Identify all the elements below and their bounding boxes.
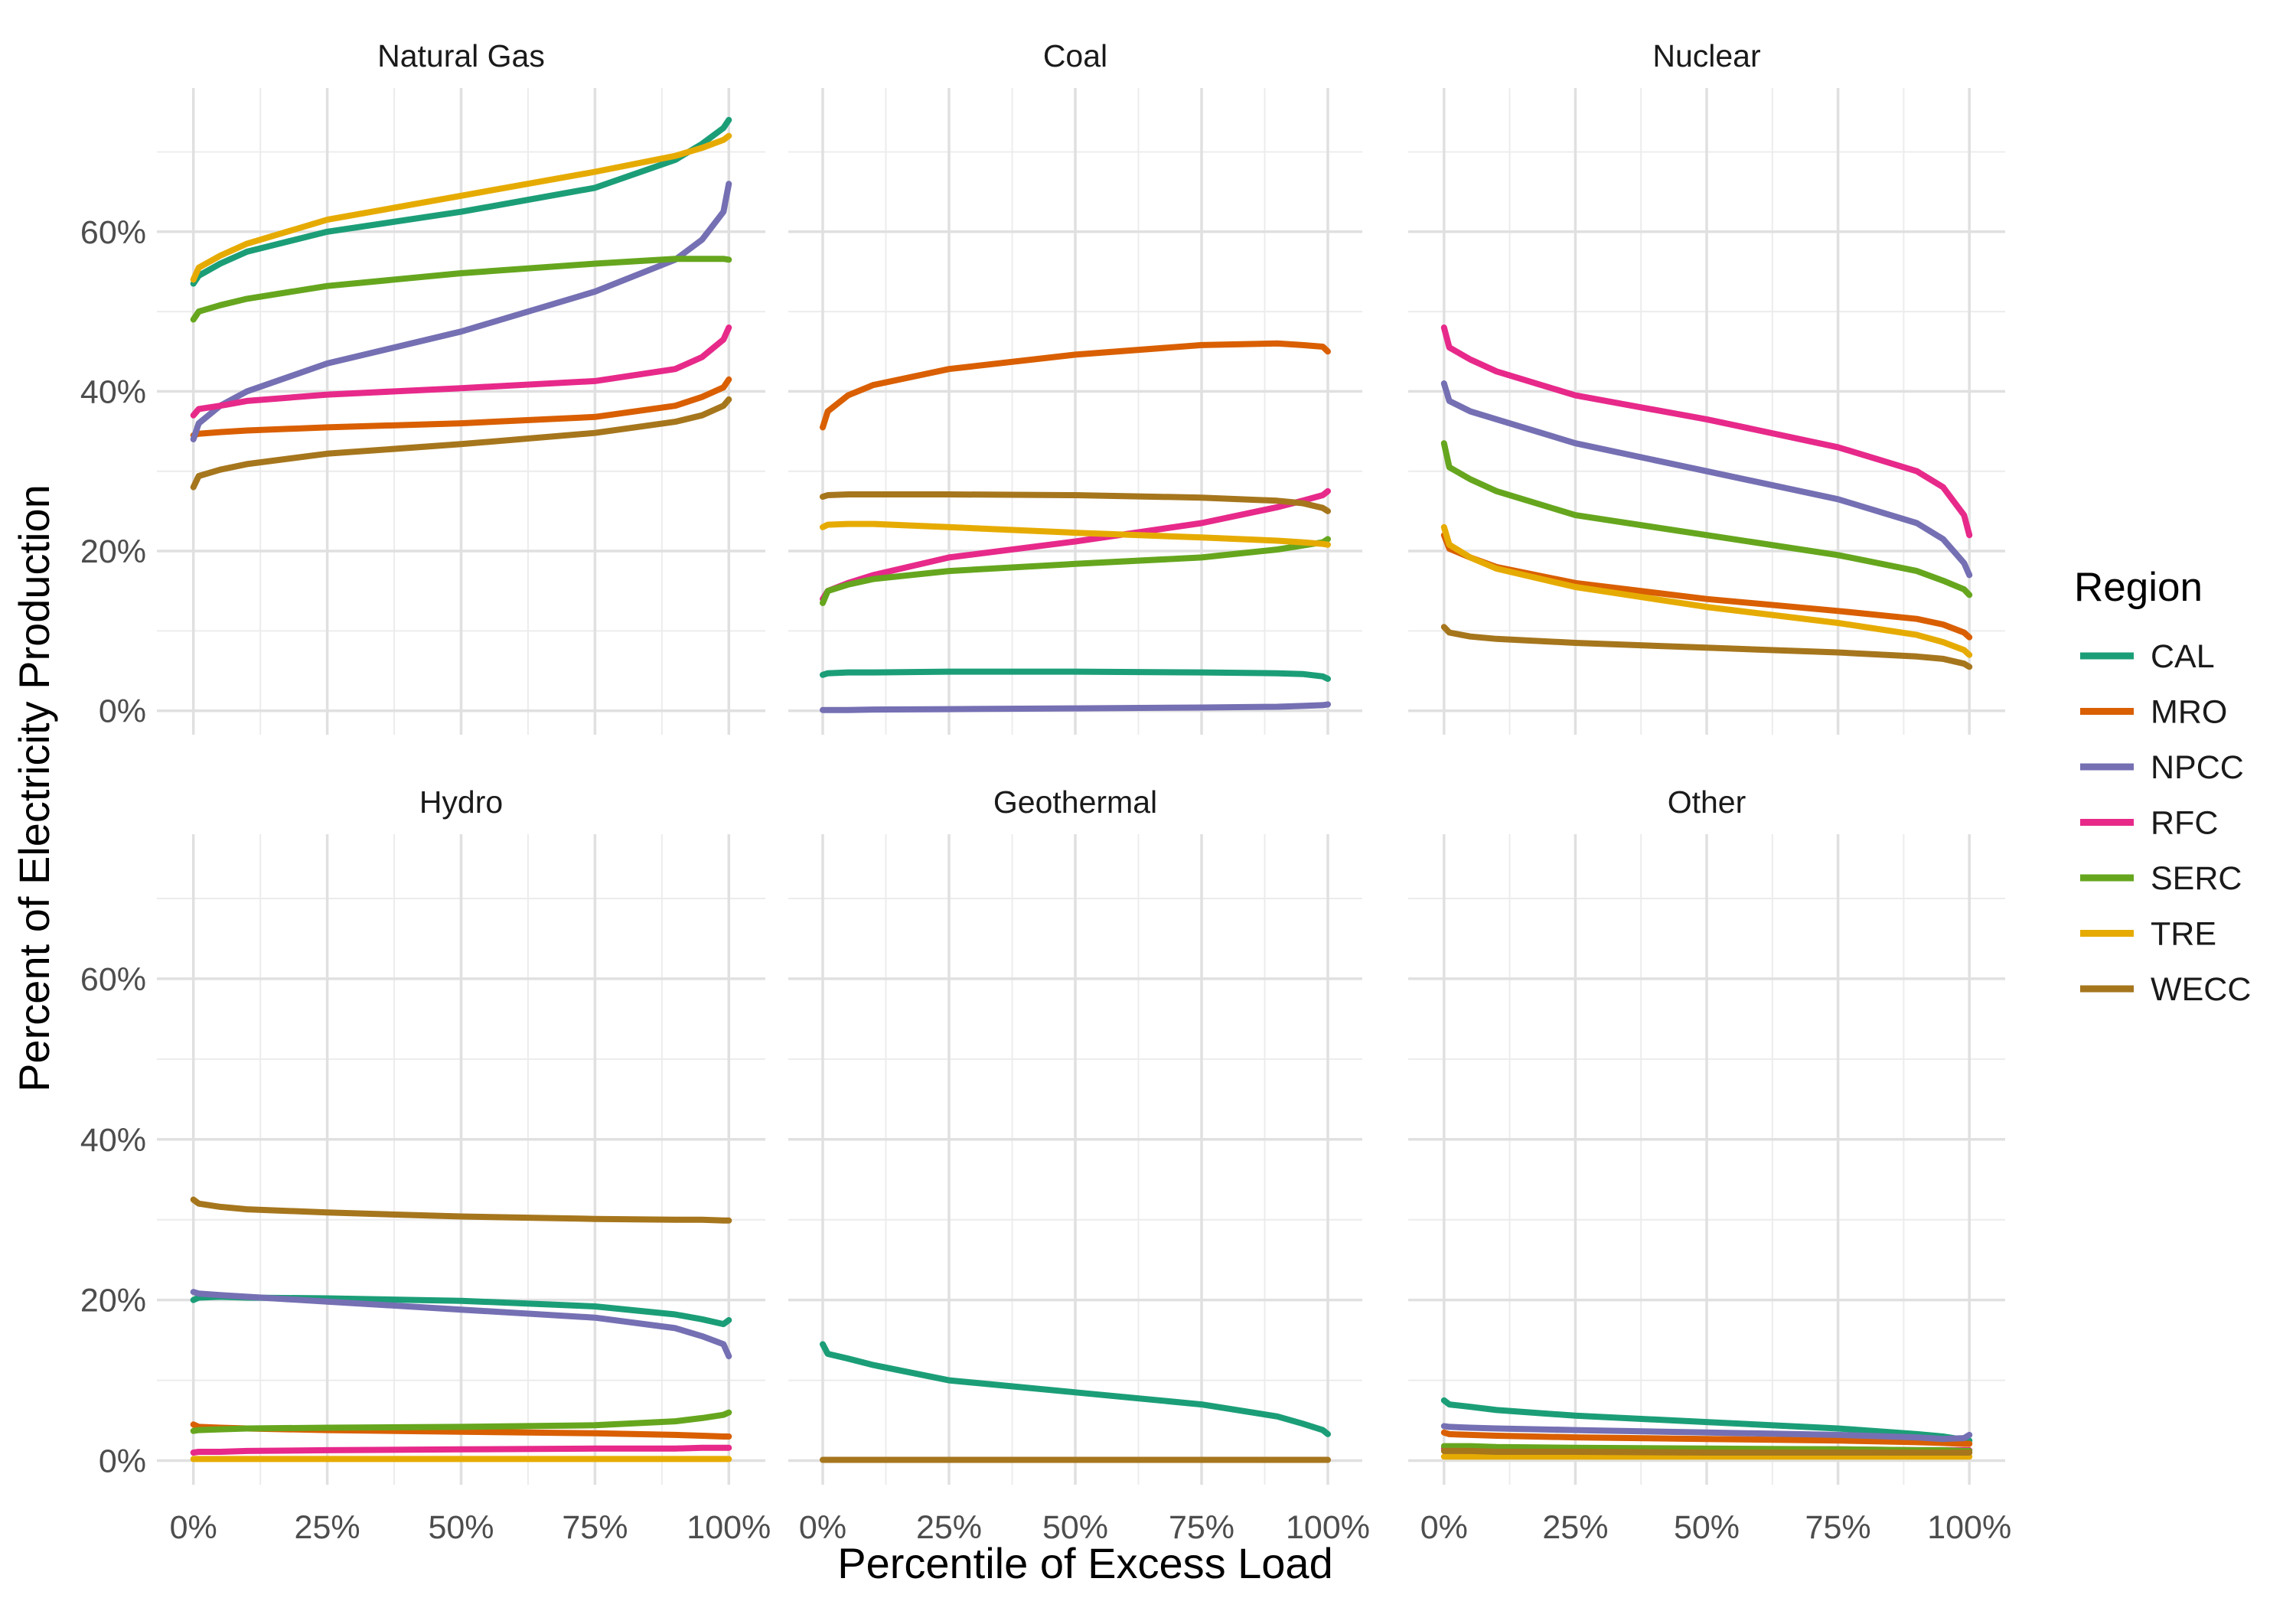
series-line-cal-natural-gas <box>190 116 732 287</box>
x-tick-label: 50% <box>1674 1509 1740 1546</box>
x-tick-label: 75% <box>1805 1509 1871 1546</box>
legend-label-serc: SERC <box>2151 860 2242 897</box>
series-line-wecc-coal <box>820 491 1331 514</box>
y-tick-label: 60% <box>80 214 146 251</box>
series-layer <box>190 116 1973 1463</box>
legend-label-mro: MRO <box>2151 694 2227 731</box>
series-line-serc-natural-gas <box>190 256 732 323</box>
y-tick-label: 20% <box>80 1283 146 1319</box>
x-tick-label: 0% <box>799 1509 846 1546</box>
legend-label-rfc: RFC <box>2151 805 2218 842</box>
panel-title-nuclear: Nuclear <box>1652 38 1760 73</box>
panel-title-other: Other <box>1668 784 1746 820</box>
y-tick-label: 60% <box>80 961 146 998</box>
series-line-npcc-coal <box>820 701 1331 713</box>
x-tick-label: 25% <box>916 1509 982 1546</box>
series-line-npcc-other <box>1440 1423 1973 1443</box>
series-line-wecc-natural-gas <box>190 396 732 491</box>
x-tick-label: 50% <box>1042 1509 1108 1546</box>
legend: CAL MRO NPCC RFC SERC TRE WECC <box>2080 638 2251 1008</box>
legend-title: Region <box>2074 565 2203 610</box>
panel-title-geothermal: Geothermal <box>993 784 1157 820</box>
x-tick-label: 25% <box>295 1509 360 1546</box>
series-line-mro-natural-gas <box>190 376 732 439</box>
series-line-cal-geothermal <box>820 1341 1331 1437</box>
series-line-serc-hydro <box>190 1409 732 1434</box>
x-tick-label: 25% <box>1542 1509 1608 1546</box>
legend-label-npcc: NPCC <box>2151 749 2244 786</box>
panel-title-coal: Coal <box>1043 38 1107 73</box>
x-tick-label: 100% <box>1927 1509 2011 1546</box>
x-tick-label: 100% <box>687 1509 771 1546</box>
y-tick-label: 0% <box>99 1443 146 1480</box>
series-line-rfc-natural-gas <box>190 324 732 419</box>
legend-label-tre: TRE <box>2151 916 2216 953</box>
series-line-cal-coal <box>820 668 1331 682</box>
series-line-wecc-hydro <box>190 1196 732 1224</box>
panel-title-hydro: Hydro <box>419 784 503 820</box>
panel-title-natural-gas: Natural Gas <box>377 38 545 73</box>
label-layer: Natural Gas 0% 20% 40% 60% Coal Nuclear Hydro 0%… <box>80 38 2251 1546</box>
x-tick-label: 0% <box>170 1509 217 1546</box>
series-line-npcc-natural-gas <box>190 181 732 442</box>
series-line-tre-coal <box>820 520 1331 548</box>
legend-label-wecc: WECC <box>2151 971 2251 1008</box>
series-line-wecc-nuclear <box>1440 624 1973 670</box>
series-line-wecc-other <box>1440 1447 1973 1456</box>
x-tick-label: 75% <box>1169 1509 1234 1546</box>
series-line-rfc-nuclear <box>1440 324 1973 539</box>
y-tick-label: 0% <box>99 693 146 730</box>
x-tick-label: 0% <box>1420 1509 1468 1546</box>
legend-label-cal: CAL <box>2151 638 2215 675</box>
series-line-tre-nuclear <box>1440 523 1973 658</box>
x-tick-label: 75% <box>562 1509 628 1546</box>
y-tick-label: 40% <box>80 373 146 410</box>
series-line-rfc-hydro <box>190 1444 732 1456</box>
series-line-mro-coal <box>820 340 1331 431</box>
y-tick-label: 20% <box>80 533 146 570</box>
y-axis-title: Percent of Electricity Production <box>10 484 58 1092</box>
x-tick-label: 50% <box>428 1509 494 1546</box>
series-line-serc-nuclear <box>1440 440 1973 598</box>
series-line-tre-natural-gas <box>190 132 732 283</box>
series-line-npcc-nuclear <box>1440 380 1973 579</box>
y-tick-label: 40% <box>80 1122 146 1159</box>
series-line-mro-other <box>1440 1429 1973 1447</box>
x-tick-label: 100% <box>1286 1509 1370 1546</box>
series-line-npcc-hydro <box>190 1289 732 1360</box>
x-axis-title: Percentile of Excess Load <box>837 1539 1332 1587</box>
